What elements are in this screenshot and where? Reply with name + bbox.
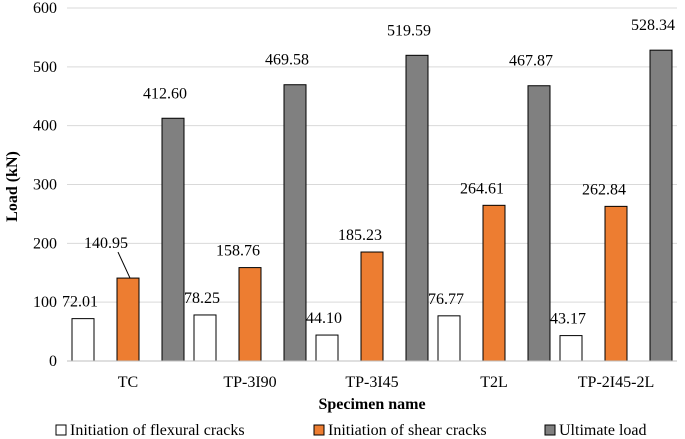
legend: Initiation of flexural cracks Initiation …	[55, 422, 647, 439]
bar-ultimate	[649, 49, 673, 362]
data-label-ultimate: 467.87	[509, 53, 553, 70]
data-label-flexural: 72.01	[62, 294, 98, 311]
legend-label-flexural: Initiation of flexural cracks	[70, 422, 245, 439]
data-label-shear: 262.84	[582, 181, 626, 198]
data-label-flexural: 76.77	[428, 291, 464, 308]
bar-shear	[238, 267, 262, 362]
bar-ultimate	[527, 85, 551, 362]
bar-flexural	[315, 334, 339, 362]
data-label-flexural: 44.10	[306, 310, 342, 327]
x-axis-ticks: TC TP-3I90 TP-3I45 T2L TP-2I45-2L	[118, 374, 654, 391]
data-label-shear: 264.61	[460, 180, 504, 197]
data-label-flexural: 43.17	[550, 311, 586, 328]
bar-ultimate	[161, 117, 185, 362]
bar-shear	[360, 251, 384, 362]
legend-swatch-ultimate	[544, 424, 556, 436]
x-tick-label: T2L	[480, 374, 508, 391]
data-label-shear: 185.23	[338, 227, 382, 244]
data-label-ultimate: 519.59	[387, 22, 431, 39]
y-axis-ticks: 0 100 200 300 400 500 600	[33, 0, 57, 370]
x-tick-label: TP-3I90	[223, 374, 276, 391]
bar-shear	[116, 277, 140, 362]
y-tick-label: 500	[33, 59, 57, 76]
bars	[71, 49, 673, 362]
x-tick-label: TP-3I45	[345, 374, 398, 391]
bar-flexural	[71, 318, 95, 362]
y-tick-label: 300	[33, 177, 57, 194]
bar-shear	[604, 205, 628, 362]
x-axis-title: Specimen name	[318, 396, 425, 413]
y-tick-label: 600	[33, 0, 57, 17]
y-tick-label: 100	[33, 294, 57, 311]
bar-flexural	[559, 335, 583, 362]
legend-label-ultimate: Ultimate load	[559, 422, 647, 439]
y-tick-label: 200	[33, 235, 57, 252]
data-label-ultimate: 528.34	[631, 17, 675, 34]
data-label-shear: 158.76	[216, 243, 260, 260]
data-label-shear: 140.95	[84, 235, 128, 252]
data-labels: 72.01 140.95 412.60 78.25 158.76 469.58 44.10 1…	[62, 17, 675, 327]
y-tick-label: 0	[49, 353, 57, 370]
y-axis-title: Load (kN)	[4, 151, 21, 222]
bar-ultimate	[283, 84, 307, 362]
data-label-leader-line	[117, 251, 131, 279]
x-tick-label: TP-2I45-2L	[578, 374, 654, 391]
data-label-ultimate: 469.58	[265, 52, 309, 69]
bar-ultimate	[405, 54, 429, 362]
bar-shear	[482, 204, 506, 362]
data-label-ultimate: 412.60	[143, 85, 187, 102]
data-label-flexural: 78.25	[184, 290, 220, 307]
x-tick-label: TC	[118, 374, 138, 391]
legend-swatch-flexural	[55, 424, 67, 436]
legend-swatch-shear	[313, 424, 325, 436]
y-tick-label: 400	[33, 118, 57, 135]
legend-label-shear: Initiation of shear cracks	[328, 422, 487, 439]
bar-flexural	[193, 314, 217, 362]
bar-flexural	[437, 315, 461, 362]
